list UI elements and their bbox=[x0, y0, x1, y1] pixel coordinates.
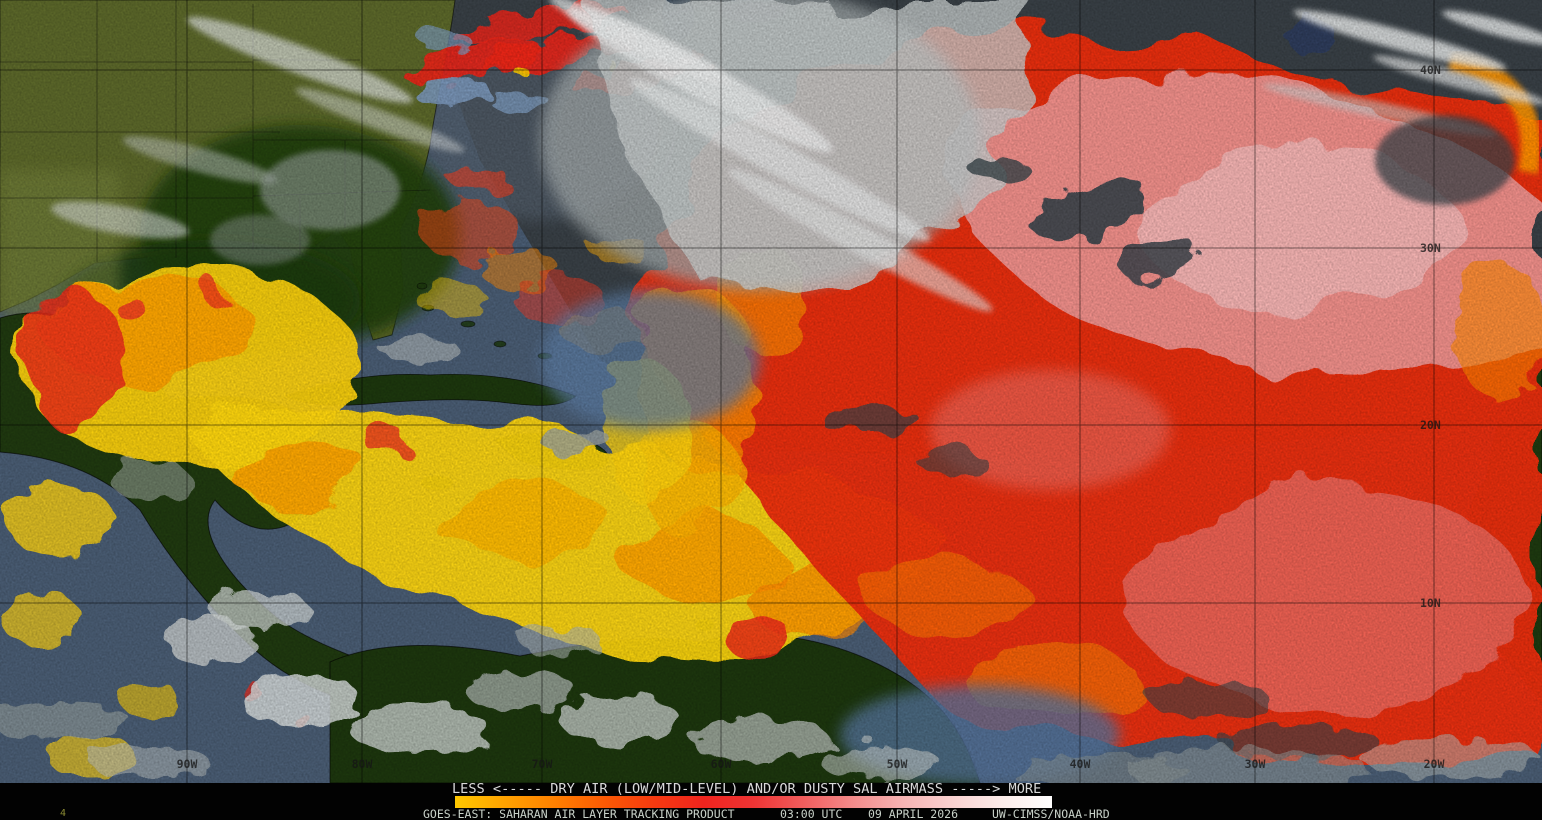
colorbar-bar bbox=[0, 796, 1542, 808]
date: 09 APRIL 2026 bbox=[868, 807, 959, 820]
legend-text: LESS <----- DRY AIR (LOW/MID-LEVEL) AND/… bbox=[452, 781, 1042, 797]
lon-label: 40W bbox=[1070, 757, 1091, 771]
latitude-labels: 40N 30N 20N 10N bbox=[1420, 63, 1441, 610]
lon-label: 30W bbox=[1245, 757, 1266, 771]
lon-label: 50W bbox=[887, 757, 908, 771]
lat-label: 30N bbox=[1420, 241, 1441, 255]
timestamp: 03:00 UTC bbox=[780, 807, 843, 820]
lat-label: 40N bbox=[1420, 63, 1441, 77]
satellite-map: 90W 80W 70W 60W 50W 40W 30W 20W 40N 30N … bbox=[0, 0, 1542, 797]
caption-bar: 4 GOES-EAST: SAHARAN AIR LAYER TRACKING … bbox=[0, 808, 1542, 820]
lon-label: 90W bbox=[177, 757, 198, 771]
lon-label: 70W bbox=[532, 757, 553, 771]
colorbar-gradient bbox=[455, 796, 1052, 808]
satellite-scene: 90W 80W 70W 60W 50W 40W 30W 20W 40N 30N … bbox=[0, 0, 1542, 797]
corner-mark: 4 bbox=[60, 808, 67, 819]
graticule bbox=[0, 0, 1542, 783]
legend-bar: LESS <----- DRY AIR (LOW/MID-LEVEL) AND/… bbox=[0, 781, 1542, 797]
credit: UW-CIMSS/NOAA-HRD bbox=[992, 807, 1110, 820]
longitude-labels: 90W 80W 70W 60W 50W 40W 30W 20W bbox=[177, 757, 1445, 771]
lon-label: 80W bbox=[352, 757, 373, 771]
lat-label: 10N bbox=[1420, 596, 1441, 610]
noise-texture bbox=[0, 0, 1542, 783]
product-title: GOES-EAST: SAHARAN AIR LAYER TRACKING PR… bbox=[423, 807, 735, 820]
lon-label: 60W bbox=[711, 757, 732, 771]
lon-label: 20W bbox=[1424, 757, 1445, 771]
lat-label: 20N bbox=[1420, 418, 1441, 432]
